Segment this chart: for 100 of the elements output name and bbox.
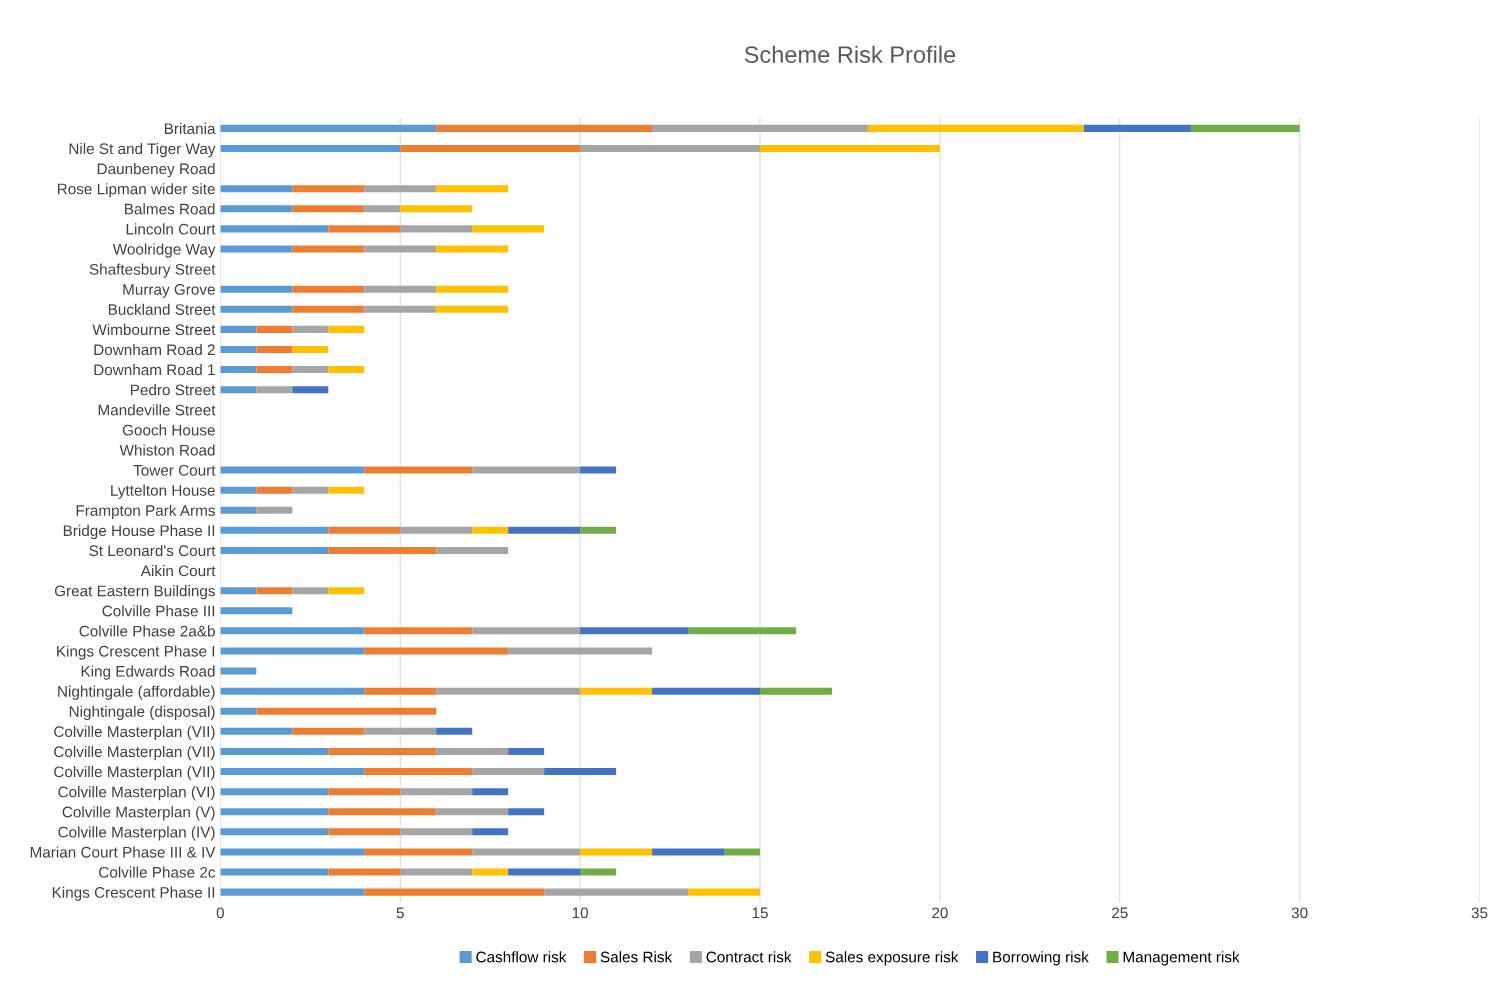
bar (256, 366, 293, 374)
legend-label: Sales Risk (600, 951, 673, 963)
bar (220, 285, 293, 293)
y-tick-label: Britania (164, 122, 216, 135)
bar (220, 828, 329, 836)
legend-label: Cashflow risk (476, 951, 567, 963)
bar (436, 808, 509, 816)
chart-title: Scheme Risk Profile (744, 45, 956, 63)
y-tick-label: Great Eastern Buildings (54, 585, 215, 600)
bar (364, 205, 401, 213)
x-tick-label: 0 (216, 907, 224, 919)
bar (580, 848, 653, 856)
bar (364, 768, 473, 776)
bar (508, 808, 545, 816)
bar (867, 124, 1084, 132)
bar (220, 687, 365, 695)
bar (256, 486, 293, 494)
bar (508, 747, 545, 755)
bar (759, 144, 940, 152)
bar (256, 386, 293, 394)
bar (220, 607, 293, 615)
bar (688, 888, 760, 896)
y-tick-label: Nile St and Tiger Way (69, 142, 216, 158)
bar (580, 687, 653, 695)
bar (436, 747, 509, 755)
bar (328, 808, 437, 816)
bar (724, 848, 760, 856)
y-tick-label: Murray Grove (123, 284, 215, 298)
bar (220, 305, 293, 313)
bar (328, 546, 437, 554)
bar (328, 486, 365, 494)
bar (292, 587, 329, 595)
bar (364, 245, 437, 253)
bar (220, 526, 329, 534)
bar (400, 828, 473, 836)
bar (220, 486, 257, 494)
bar (220, 707, 257, 715)
bar (292, 325, 329, 333)
bar (364, 627, 473, 635)
bar (328, 828, 401, 836)
y-tick-label: Colville Masterplan (IV) (58, 826, 215, 841)
bar (400, 526, 473, 534)
bar (292, 245, 365, 253)
bar (400, 225, 473, 233)
y-tick-label: Whiston Road (119, 444, 215, 456)
bar (472, 788, 509, 796)
bar (472, 828, 509, 836)
y-tick-label: Colville Masterplan (VII) (54, 725, 215, 741)
y-tick-label: Wimbourne Street (92, 323, 216, 336)
bar (364, 185, 437, 193)
bar (688, 627, 796, 635)
bar (580, 466, 617, 474)
bar (436, 687, 581, 695)
bar (220, 647, 365, 655)
y-tick-label: Woolridge Way (112, 243, 216, 258)
y-tick-label: Frampton Park Arms (76, 504, 215, 519)
bar (364, 848, 473, 856)
bar (472, 768, 545, 776)
bar (759, 687, 832, 695)
bar (220, 546, 329, 554)
y-tick-label: Shaftesbury Street (89, 263, 216, 278)
bar (652, 848, 725, 856)
y-tick-label: Buckland Street (108, 303, 216, 315)
y-tick-label: Colville Masterplan (V) (62, 806, 215, 821)
bar (652, 687, 760, 695)
bar (256, 345, 293, 353)
bar (508, 868, 581, 876)
bar (220, 506, 257, 514)
bar (220, 466, 365, 474)
bar (400, 868, 473, 876)
bar (292, 727, 365, 735)
bar (220, 627, 365, 635)
x-tick-label: 20 (932, 907, 948, 919)
y-tick-label: Marian Court Phase III & IV (30, 846, 216, 858)
bar (256, 506, 293, 514)
y-tick-label: Tower Court (133, 464, 216, 476)
y-tick-label: Nightingale (disposal) (69, 705, 215, 720)
y-tick-label: Balmes Road (125, 203, 215, 215)
y-tick-label: Colville Phase 2c (99, 866, 216, 878)
bar (1191, 124, 1300, 132)
y-tick-label: Bridge House Phase II (63, 524, 215, 540)
bar (364, 647, 509, 655)
y-tick-label: Colville Phase 2a&b (79, 625, 215, 637)
bar (220, 144, 401, 152)
bar (220, 868, 329, 876)
x-tick-label: 15 (752, 907, 768, 919)
bar (220, 366, 257, 374)
bar (364, 305, 437, 313)
y-tick-label: Daunbeney Road (97, 163, 215, 178)
bar (400, 205, 473, 213)
bar (472, 526, 509, 534)
bar (364, 888, 545, 896)
y-tick-label: Colville Masterplan (VII) (54, 745, 215, 761)
bar (220, 225, 329, 233)
bar (472, 627, 581, 635)
y-tick-label: Downham Road 2 (94, 343, 215, 356)
y-tick-label: Mandeville Street (98, 404, 216, 416)
bar (472, 848, 581, 856)
bar (472, 868, 509, 876)
bar (220, 727, 293, 735)
